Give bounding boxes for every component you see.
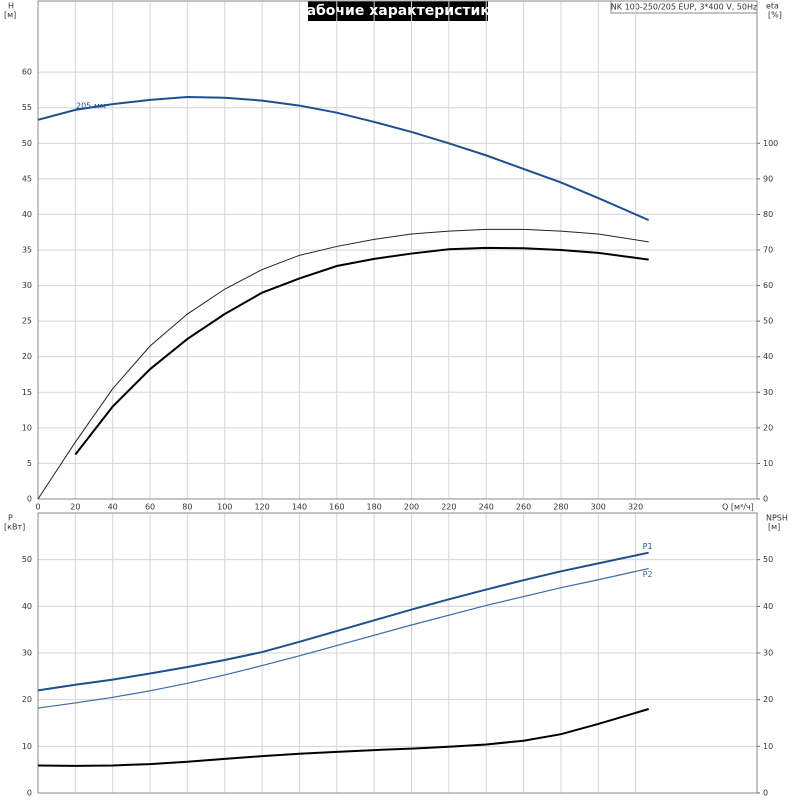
y2-tick-label: 20 [763,695,773,704]
y2-axis-label: NPSH [766,514,788,523]
series-line [37,551,649,692]
y2-tick-label: 50 [763,317,773,326]
x-tick-label: 160 [329,503,344,512]
x-tick-label: 180 [367,503,382,512]
y-tick-label: 15 [22,388,32,397]
series-line [37,228,649,500]
model-label: NK 100-250/205 EUP, 3*400 V, 50Hz [611,3,757,12]
x-tick-label: 200 [404,503,419,512]
y2-tick-label: 30 [763,388,773,397]
y-tick-label: 10 [22,742,32,751]
plot-frame [37,512,758,794]
y2-tick-label: 40 [763,602,773,611]
x-tick-label: 220 [441,503,456,512]
y-tick-label: 0 [27,495,32,504]
y2-axis-label: eta [766,2,779,11]
title-box [308,1,488,21]
y-tick-label: 55 [22,103,32,112]
y-tick-label: 20 [22,695,32,704]
y-tick-label: 30 [22,281,32,290]
x-tick-label: 80 [182,503,192,512]
y-tick-label: 0 [27,789,32,798]
series-label: 205 мм [76,101,106,110]
plot-frame [37,0,758,500]
chart-title: Рабочие характеристики [296,3,499,19]
y2-axis-unit: [%] [768,11,782,20]
x-tick-label: 60 [145,503,155,512]
y-tick-label: 30 [22,649,32,658]
y-tick-label: 40 [22,210,32,219]
series-line [37,708,649,767]
y2-tick-label: 40 [763,352,773,361]
y2-tick-label: 100 [763,139,778,148]
y2-tick-label: 10 [763,742,773,751]
y-tick-label: 40 [22,602,32,611]
y2-tick-label: 50 [763,555,773,564]
series-label: P2 [643,570,653,579]
y2-tick-label: 80 [763,210,773,219]
y2-tick-label: 0 [763,495,768,504]
y2-tick-label: 90 [763,174,773,183]
x-tick-label: 140 [292,503,307,512]
y-tick-label: 60 [22,68,32,77]
y-axis-unit: [кВт] [4,523,25,532]
x-tick-label: 120 [254,503,269,512]
y-tick-label: 50 [22,555,32,564]
y-tick-label: 20 [22,352,32,361]
series-line [74,246,649,456]
y2-tick-label: 10 [763,459,773,468]
y2-tick-label: 30 [763,649,773,658]
x-tick-label: 240 [479,503,494,512]
y-tick-label: 45 [22,174,32,183]
x-tick-label: 20 [70,503,80,512]
x-tick-label: 280 [553,503,568,512]
y-tick-label: 5 [27,459,32,468]
x-axis-label: Q [м³/ч] [722,503,754,512]
y-tick-label: 25 [22,317,32,326]
y2-tick-label: 70 [763,246,773,255]
y2-tick-label: 20 [763,423,773,432]
x-tick-label: 260 [516,503,531,512]
y-axis-label: P [8,514,13,523]
y2-tick-label: 60 [763,281,773,290]
x-tick-label: 320 [628,503,643,512]
y-axis-unit: [м] [4,11,16,20]
y2-tick-label: 0 [763,789,768,798]
y-tick-label: 35 [22,246,32,255]
y-tick-label: 50 [22,139,32,148]
y-axis-label: H [8,2,14,11]
x-tick-label: 0 [35,503,40,512]
x-tick-label: 300 [591,503,606,512]
x-tick-label: 100 [217,503,232,512]
series-line [37,567,649,709]
series-label: P1 [643,542,653,551]
y2-axis-unit: [м] [768,523,780,532]
x-tick-label: 40 [108,503,118,512]
y-tick-label: 10 [22,423,32,432]
series-line [37,96,650,222]
